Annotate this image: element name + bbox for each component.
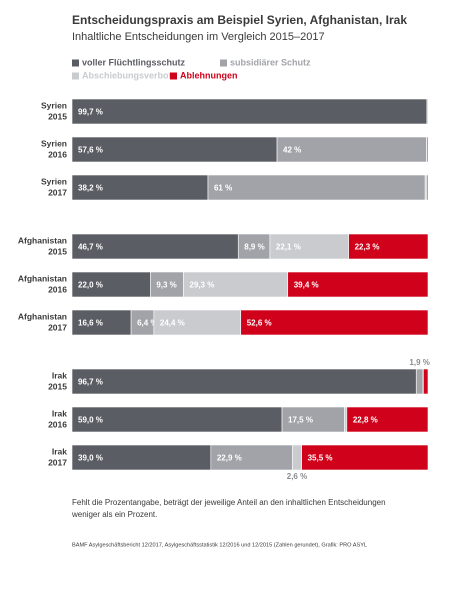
value-label: 29,3 % bbox=[189, 281, 214, 290]
value-label: 96,7 % bbox=[78, 378, 103, 387]
chart-title: Entscheidungspraxis am Beispiel Syrien, … bbox=[72, 13, 407, 27]
value-label: 17,5 % bbox=[288, 416, 313, 425]
value-label: 6,4 % bbox=[137, 319, 157, 328]
category-label: 2015 bbox=[48, 381, 67, 391]
bar-segment bbox=[426, 174, 429, 201]
value-label: 52,6 % bbox=[247, 319, 272, 328]
chart-subtitle: Inhaltliche Entscheidungen im Vergleich … bbox=[72, 31, 325, 43]
value-label: 9,3 % bbox=[156, 281, 176, 290]
category-label: 2016 bbox=[48, 149, 67, 159]
category-label: Syrien bbox=[41, 138, 67, 148]
category-label: Afghanistan bbox=[18, 311, 67, 321]
value-label: 24,4 % bbox=[160, 319, 185, 328]
value-label: 99,7 % bbox=[78, 108, 103, 117]
bar-segment bbox=[276, 136, 427, 163]
note: weniger als ein Prozent. bbox=[71, 510, 157, 519]
bar-segment bbox=[348, 233, 429, 260]
category-label: 2017 bbox=[48, 457, 67, 467]
value-label: 35,5 % bbox=[308, 454, 333, 463]
category-label: 2015 bbox=[48, 111, 67, 121]
bar-segment bbox=[237, 233, 271, 260]
bar-segment bbox=[281, 406, 345, 433]
category-label: Afghanistan bbox=[18, 273, 67, 283]
category-label: Irak bbox=[52, 370, 67, 380]
value-label: 22,0 % bbox=[78, 281, 103, 290]
bar-segment bbox=[71, 368, 417, 395]
bar-segment bbox=[346, 406, 429, 433]
bar-segment bbox=[423, 368, 429, 395]
bar-segment bbox=[426, 98, 429, 125]
bar-segment bbox=[150, 271, 184, 298]
bar-segment bbox=[292, 444, 302, 471]
legend-swatch bbox=[72, 59, 79, 67]
value-label: 22,3 % bbox=[355, 243, 380, 252]
value-label: 61 % bbox=[214, 184, 232, 193]
bar-segment bbox=[71, 444, 212, 471]
value-label: 42 % bbox=[283, 146, 301, 155]
bar-segment bbox=[210, 444, 293, 471]
source: BAMF Asylgeschäftsbericht 12/2017, Asylg… bbox=[72, 542, 367, 548]
bar-segment bbox=[240, 309, 429, 336]
category-label: Irak bbox=[52, 408, 67, 418]
value-label: 1,9 % bbox=[409, 358, 429, 367]
value-label: 22,1 % bbox=[276, 243, 301, 252]
bar-segment bbox=[71, 98, 428, 125]
value-label: 59,0 % bbox=[78, 416, 103, 425]
note: Fehlt die Prozentangabe, beträgt der jew… bbox=[72, 498, 386, 507]
bar-segment bbox=[426, 136, 429, 163]
legend-label: subsidiärer Schutz bbox=[230, 57, 311, 67]
bar-segment bbox=[287, 271, 429, 298]
bar-segment bbox=[71, 174, 209, 201]
value-label: 39,4 % bbox=[294, 281, 319, 290]
legend-label: voller Flüchtlingsschutz bbox=[82, 57, 186, 67]
value-label: 8,9 % bbox=[244, 243, 264, 252]
category-label: Syrien bbox=[41, 176, 67, 186]
value-label: 38,2 % bbox=[78, 184, 103, 193]
legend-label: Abschiebungsverbot bbox=[82, 70, 172, 80]
bar-segment bbox=[71, 233, 239, 260]
value-label: 22,9 % bbox=[217, 454, 242, 463]
legend-swatch bbox=[72, 72, 79, 80]
value-label: 2,6 % bbox=[287, 472, 307, 481]
legend-swatch bbox=[170, 72, 177, 80]
category-label: Afghanistan bbox=[18, 235, 67, 245]
category-label: Syrien bbox=[41, 100, 67, 110]
bar-segment bbox=[207, 174, 426, 201]
value-label: 16,6 % bbox=[78, 319, 103, 328]
category-label: 2016 bbox=[48, 284, 67, 294]
bar-segment bbox=[344, 406, 348, 433]
legend-label: Ablehnungen bbox=[180, 70, 238, 80]
category-label: 2015 bbox=[48, 246, 67, 256]
category-label: 2017 bbox=[48, 322, 67, 332]
category-label: 2017 bbox=[48, 187, 67, 197]
category-label: Irak bbox=[52, 446, 67, 456]
value-label: 39,0 % bbox=[78, 454, 103, 463]
bar-segment bbox=[153, 309, 242, 336]
legend-swatch bbox=[220, 59, 227, 67]
value-label: 46,7 % bbox=[78, 243, 103, 252]
category-label: 2016 bbox=[48, 419, 67, 429]
value-label: 22,8 % bbox=[353, 416, 378, 425]
value-label: 57,6 % bbox=[78, 146, 103, 155]
bar-segment bbox=[269, 233, 349, 260]
bar-segment bbox=[301, 444, 429, 471]
bar-segment bbox=[415, 368, 424, 395]
bar-segment bbox=[71, 406, 283, 433]
